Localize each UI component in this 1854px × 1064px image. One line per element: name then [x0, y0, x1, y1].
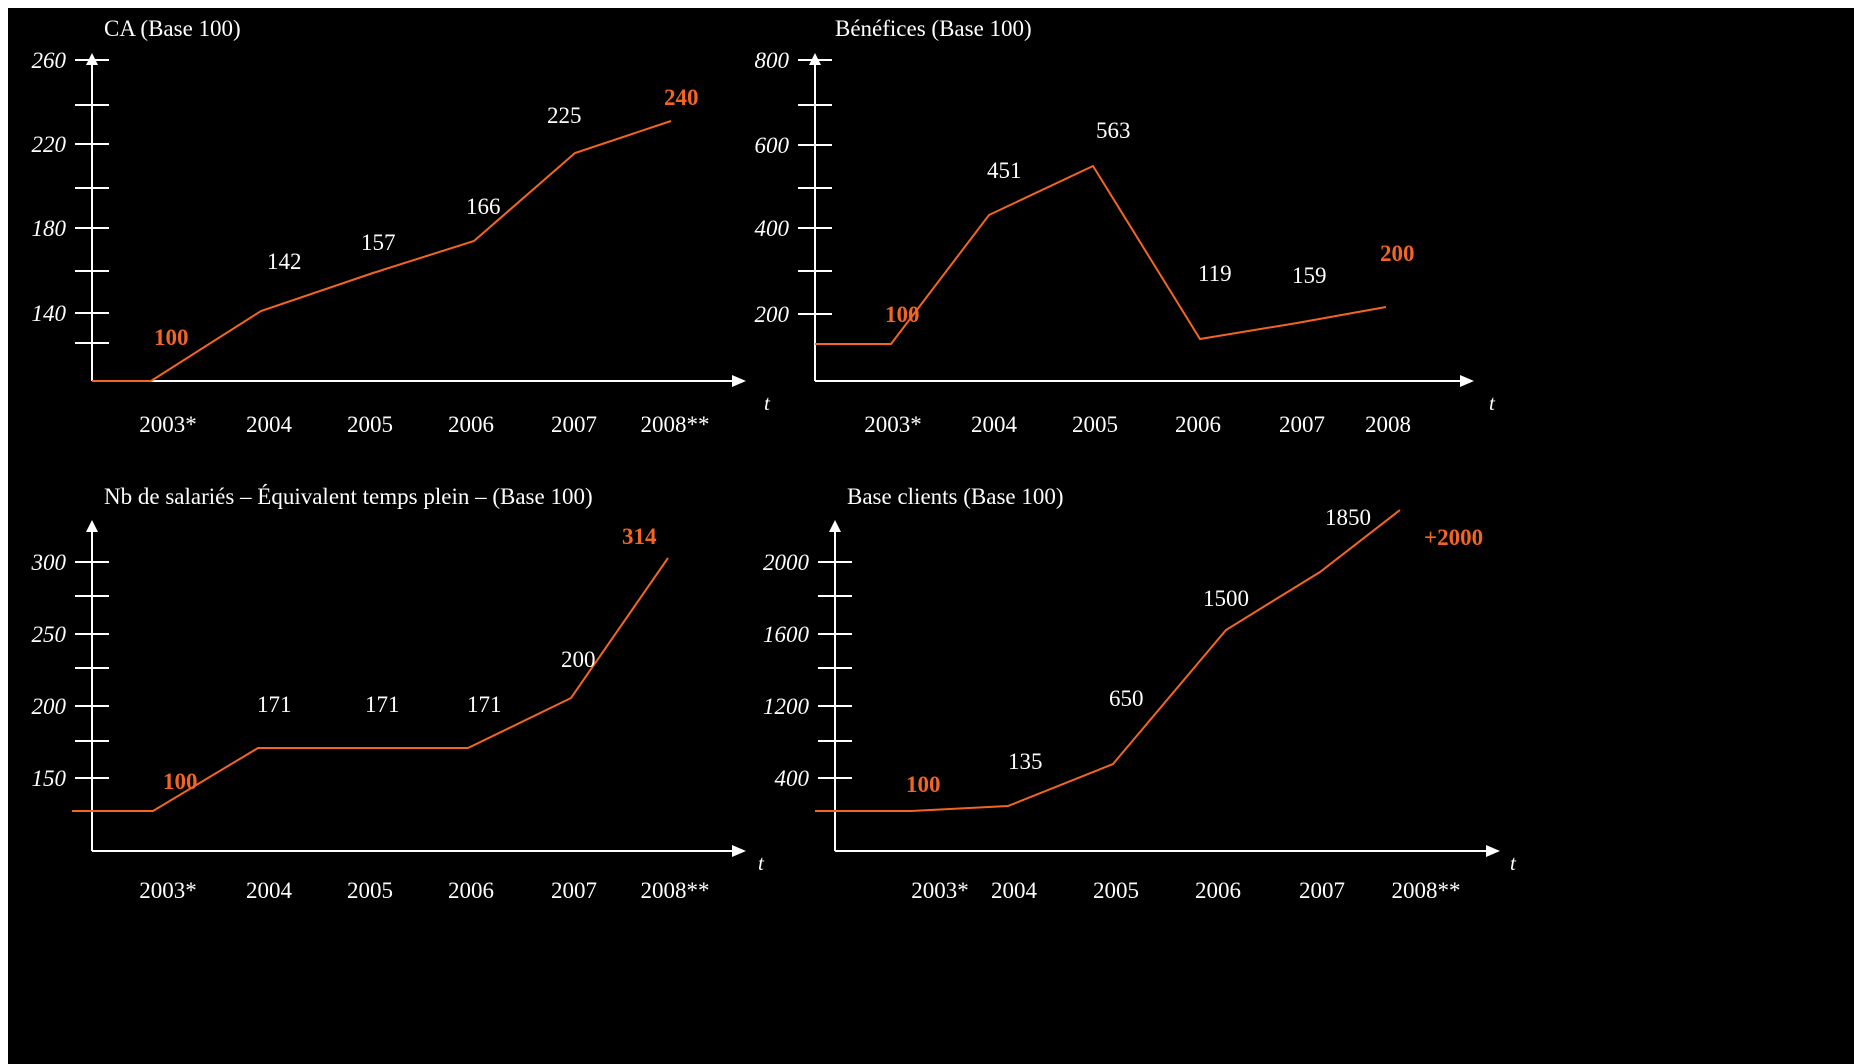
- chart-4-x-tick-label: 2008**: [1392, 878, 1461, 903]
- chart-3-y-tick-label: 200: [32, 694, 67, 719]
- chart-2-x-tick-label: 2008: [1365, 412, 1411, 437]
- chart-1-y-tick-label: 220: [32, 132, 67, 157]
- chart-2-y-tick-label: 800: [755, 48, 790, 73]
- chart-1-x-tick-label: 2008**: [641, 412, 710, 437]
- chart-3-x-axis-label: t: [758, 851, 765, 875]
- chart-3-series-line: [72, 557, 669, 812]
- chart-1-x-tick-label: 2006: [448, 412, 494, 437]
- chart-3-x-tick-label: 2005: [347, 878, 393, 903]
- chart-1-data-label: 240: [664, 85, 699, 110]
- chart-2-x-tick-label: 2003*: [864, 412, 922, 437]
- chart-2-data-label: 451: [987, 158, 1022, 183]
- chart-4-y-tick-label: 2000: [763, 550, 810, 575]
- chart-2-data-label: 100: [885, 302, 920, 327]
- chart-3-x-tick-label: 2006: [448, 878, 494, 903]
- chart-3-data-label: 171: [257, 692, 292, 717]
- chart-2-data-label: 563: [1096, 118, 1131, 143]
- chart-3-x-axis-arrow: [732, 845, 746, 857]
- chart-3-data-label: 200: [561, 647, 596, 672]
- chart-4-y-axis-arrow: [829, 520, 841, 532]
- chart-4-data-label: 135: [1008, 749, 1043, 774]
- chart-2-data-label: 119: [1198, 261, 1232, 286]
- chart-3-x-tick-label: 2007: [551, 878, 597, 903]
- chart-1-title: CA (Base 100): [104, 16, 241, 41]
- chart-1-x-tick-label: 2007: [551, 412, 597, 437]
- chart-2-data-label: 200: [1380, 241, 1415, 266]
- chart-1-x-axis-arrow: [732, 375, 746, 387]
- chart-4-x-tick-label: 2005: [1093, 878, 1139, 903]
- chart-2-x-axis-arrow: [1460, 375, 1474, 387]
- chart-4-x-axis-label: t: [1510, 851, 1517, 875]
- chart-1-data-label: 225: [547, 103, 582, 128]
- chart-4-series-line: [815, 509, 1401, 812]
- chart-4-x-tick-label: 2003*: [911, 878, 969, 903]
- chart-1-y-tick-label: 180: [32, 216, 67, 241]
- chart-4-x-tick-label: 2007: [1299, 878, 1345, 903]
- chart-stage: CA (Base 100) 140 180 220 260 2003* 2004 2005 20…: [8, 8, 1854, 1064]
- chart-1-data-label: 166: [466, 194, 501, 219]
- chart-1-y-tick-label: 140: [32, 301, 67, 326]
- chart-2-y-tick-label: 600: [755, 133, 790, 158]
- chart-4-data-label: 650: [1109, 686, 1144, 711]
- chart-1-data-label: 157: [361, 230, 396, 255]
- chart-1-data-label: 100: [154, 325, 189, 350]
- chart-3-data-label: 171: [467, 692, 502, 717]
- chart-4-y-tick-label: 400: [775, 766, 810, 791]
- chart-1-data-label: 142: [267, 249, 302, 274]
- chart-2-x-tick-label: 2005: [1072, 412, 1118, 437]
- charts-svg: CA (Base 100) 140 180 220 260 2003* 2004 2005 20…: [31, 16, 1518, 903]
- chart-1-y-tick-label: 260: [32, 48, 67, 73]
- chart-4-x-tick-label: 2006: [1195, 878, 1241, 903]
- chart-3-x-tick-label: 2003*: [139, 878, 197, 903]
- chart-4-data-label: 1850: [1325, 505, 1371, 530]
- chart-3-data-label: 100: [163, 769, 198, 794]
- chart-3-x-tick-label: 2008**: [641, 878, 710, 903]
- chart-3-x-tick-label: 2004: [246, 878, 293, 903]
- chart-4-title: Base clients (Base 100): [847, 484, 1064, 509]
- chart-2-x-tick-label: 2004: [971, 412, 1018, 437]
- chart-4-y-tick-label: 1200: [763, 694, 810, 719]
- chart-2-x-axis-label: t: [1489, 391, 1496, 415]
- chart-3-data-label: 314: [622, 524, 657, 549]
- chart-4-x-axis-arrow: [1486, 845, 1500, 857]
- chart-3-y-tick-label: 300: [31, 550, 67, 575]
- chart-2-title: Bénéfices (Base 100): [835, 16, 1032, 41]
- chart-4-y-tick-label: 1600: [763, 622, 810, 647]
- chart-3-y-axis-arrow: [86, 520, 98, 532]
- chart-1-x-tick-label: 2005: [347, 412, 393, 437]
- chart-3-y-tick-label: 150: [32, 766, 67, 791]
- chart-2-y-tick-label: 200: [755, 302, 790, 327]
- chart-2-y-tick-label: 400: [755, 216, 790, 241]
- chart-2-x-tick-label: 2007: [1279, 412, 1325, 437]
- chart-2-x-tick-label: 2006: [1175, 412, 1221, 437]
- chart-4-data-label: 100: [906, 772, 941, 797]
- chart-1-x-tick-label: 2004: [246, 412, 293, 437]
- chart-4-data-label: 1500: [1203, 586, 1249, 611]
- chart-4-x-tick-label: 2004: [991, 878, 1038, 903]
- chart-1-x-tick-label: 2003*: [139, 412, 197, 437]
- chart-3-data-label: 171: [365, 692, 400, 717]
- chart-2-data-label: 159: [1292, 263, 1327, 288]
- chart-1-x-axis-label: t: [764, 391, 771, 415]
- chart-3-title: Nb de salariés – Équivalent temps plein …: [104, 484, 593, 509]
- chart-4-data-label: +2000: [1424, 525, 1483, 550]
- chart-3-y-tick-label: 250: [32, 622, 67, 647]
